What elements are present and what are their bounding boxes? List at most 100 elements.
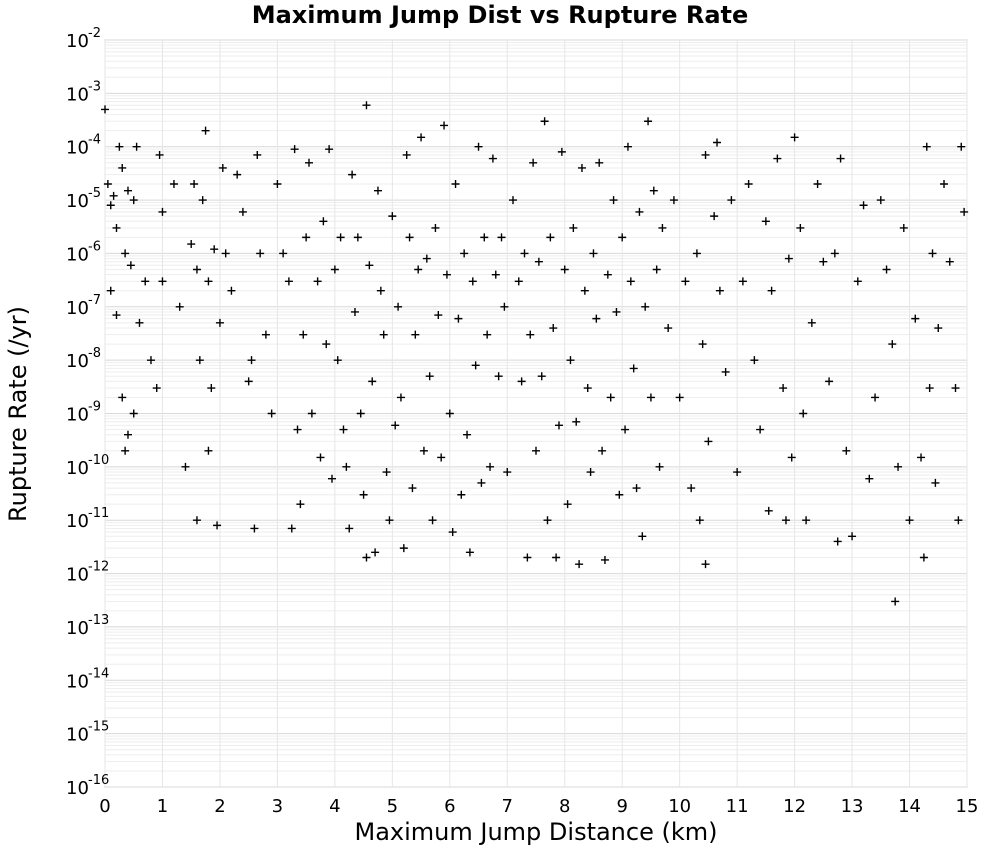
data-point xyxy=(388,212,397,221)
data-point xyxy=(192,516,201,525)
data-point xyxy=(290,145,299,154)
data-point xyxy=(227,286,236,295)
data-point xyxy=(733,468,742,477)
svg-text:10: 10 xyxy=(66,458,89,479)
data-point xyxy=(687,484,696,493)
data-point xyxy=(350,307,359,316)
data-point xyxy=(842,446,851,455)
data-point xyxy=(126,261,135,270)
data-point xyxy=(603,270,612,279)
data-point xyxy=(465,548,474,557)
data-point xyxy=(957,142,966,151)
data-point xyxy=(195,356,204,365)
data-point xyxy=(313,277,322,286)
svg-text:10: 10 xyxy=(66,405,89,426)
data-point xyxy=(945,257,954,266)
data-point xyxy=(457,490,466,499)
data-point xyxy=(557,147,566,156)
svg-text:-16: -16 xyxy=(88,773,109,788)
data-point xyxy=(345,524,354,533)
data-point xyxy=(773,154,782,163)
data-point xyxy=(238,207,247,216)
data-point xyxy=(764,506,773,515)
svg-text:-3: -3 xyxy=(88,79,101,94)
data-point xyxy=(526,330,535,339)
data-point xyxy=(373,186,382,195)
svg-text:-2: -2 xyxy=(88,26,101,41)
data-point xyxy=(833,537,842,546)
y-tick-label: 10 -16 xyxy=(66,773,109,799)
data-point xyxy=(494,372,503,381)
data-point xyxy=(713,138,722,147)
data-point xyxy=(422,254,431,263)
svg-text:-9: -9 xyxy=(88,400,101,415)
data-point xyxy=(790,133,799,142)
svg-text:10: 10 xyxy=(66,31,89,52)
svg-text:10: 10 xyxy=(66,138,89,159)
x-tick-label: 9 xyxy=(616,796,627,817)
data-point xyxy=(919,553,928,562)
data-point xyxy=(848,532,857,541)
data-point xyxy=(954,516,963,525)
data-point xyxy=(247,356,256,365)
data-point xyxy=(284,277,293,286)
svg-text:10: 10 xyxy=(66,778,89,799)
data-point xyxy=(141,277,150,286)
data-point xyxy=(123,186,132,195)
data-point xyxy=(934,324,943,333)
data-point xyxy=(523,553,532,562)
data-point xyxy=(549,324,558,333)
svg-text:10: 10 xyxy=(66,298,89,319)
data-point xyxy=(692,249,701,258)
data-point xyxy=(698,340,707,349)
x-tick-label: 5 xyxy=(387,796,398,817)
data-point xyxy=(391,421,400,430)
data-point xyxy=(819,257,828,266)
data-point xyxy=(761,217,770,226)
data-point xyxy=(448,528,457,537)
data-point xyxy=(781,516,790,525)
data-point xyxy=(201,126,210,135)
data-point xyxy=(554,421,563,430)
data-point xyxy=(445,409,454,418)
data-point xyxy=(431,223,440,232)
x-tick-label: 14 xyxy=(898,796,921,817)
svg-text:10: 10 xyxy=(66,618,89,639)
svg-text:10: 10 xyxy=(66,671,89,692)
data-point xyxy=(302,233,311,242)
data-point xyxy=(371,548,380,557)
data-point xyxy=(529,158,538,167)
data-point xyxy=(101,105,109,114)
data-point xyxy=(339,425,348,434)
data-point xyxy=(940,180,949,189)
data-point xyxy=(474,142,483,151)
data-point xyxy=(405,233,414,242)
data-point xyxy=(442,270,451,279)
data-point xyxy=(359,490,368,499)
data-point xyxy=(664,324,673,333)
svg-text:10: 10 xyxy=(66,244,89,265)
data-point xyxy=(411,330,420,339)
data-point xyxy=(256,249,265,258)
data-point xyxy=(307,409,316,418)
data-point xyxy=(905,516,914,525)
y-tick-label: 10 -14 xyxy=(66,666,109,692)
data-point xyxy=(509,196,518,205)
data-point xyxy=(417,133,426,142)
data-point xyxy=(218,163,227,172)
data-point xyxy=(299,330,308,339)
data-point xyxy=(463,430,472,439)
data-point xyxy=(744,180,753,189)
data-point xyxy=(695,516,704,525)
data-point xyxy=(342,462,351,471)
data-point xyxy=(330,265,339,274)
data-point xyxy=(279,249,288,258)
data-point xyxy=(253,150,262,159)
data-point xyxy=(928,249,937,258)
y-tick-label: 10 -2 xyxy=(66,26,101,52)
data-point xyxy=(704,437,713,446)
data-point xyxy=(577,163,586,172)
data-point xyxy=(419,446,428,455)
data-point xyxy=(767,286,776,295)
data-point xyxy=(382,468,391,477)
